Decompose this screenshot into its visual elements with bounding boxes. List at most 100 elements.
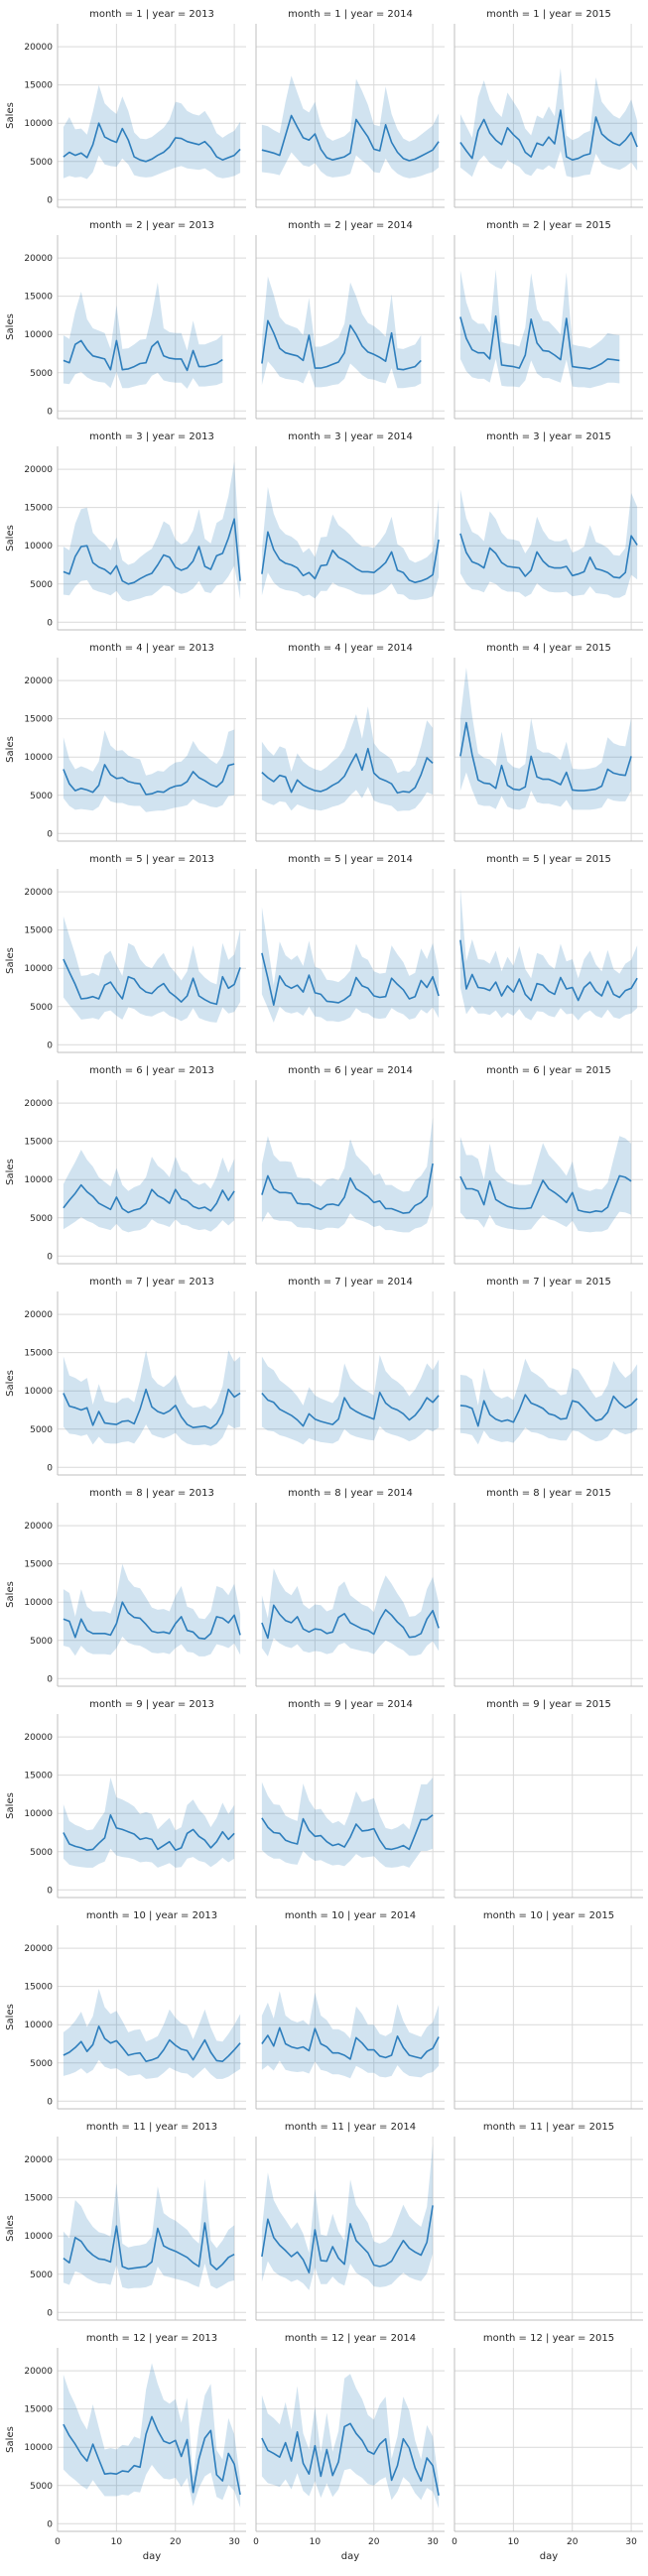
confidence-band bbox=[459, 489, 638, 598]
y-tick-label: 5000 bbox=[30, 369, 53, 379]
sales-line bbox=[261, 2026, 440, 2060]
y-tick-label: 20000 bbox=[24, 676, 53, 686]
panel-title: month = 11 | year = 2015 bbox=[483, 2122, 614, 2133]
panel-title: month = 5 | year = 2014 bbox=[288, 854, 413, 865]
x-tick-label: 30 bbox=[228, 2537, 240, 2547]
y-axis-label: Sales bbox=[5, 1581, 16, 1608]
sales-line bbox=[63, 2025, 241, 2062]
x-tick-label: 10 bbox=[310, 2537, 322, 2547]
y-axis-label: Sales bbox=[5, 947, 16, 974]
sales-line bbox=[261, 1163, 434, 1214]
panel-title: month = 9 | year = 2013 bbox=[89, 1699, 214, 1710]
sales-line bbox=[63, 1601, 241, 1640]
sales-line bbox=[261, 1604, 440, 1640]
confidence-band bbox=[261, 2144, 434, 2290]
y-tick-label: 15000 bbox=[24, 715, 53, 725]
panel-title: month = 3 | year = 2013 bbox=[89, 431, 214, 442]
panel-title: month = 5 | year = 2013 bbox=[89, 854, 214, 865]
facet-panel: month = 2 | year = 2015 bbox=[454, 220, 643, 420]
y-tick-label: 5000 bbox=[30, 580, 53, 590]
x-tick-label: 20 bbox=[170, 2537, 182, 2547]
facet-panel: month = 8 | year = 2014 bbox=[255, 1488, 445, 1687]
sales-line bbox=[261, 952, 440, 1007]
sales-line bbox=[261, 1392, 440, 1427]
facet-panel: month = 12 | year = 2015 0 10 20 30 day bbox=[452, 2333, 643, 2562]
y-tick-label: 20000 bbox=[24, 2367, 53, 2377]
y-tick-label: 15000 bbox=[24, 2194, 53, 2204]
sales-line bbox=[261, 531, 440, 584]
panel-title: month = 4 | year = 2014 bbox=[288, 643, 413, 654]
y-tick-label: 5000 bbox=[30, 1848, 53, 1858]
sales-line bbox=[63, 958, 241, 1006]
y-tick-label: 5000 bbox=[30, 1637, 53, 1647]
facet-panel: month = 9 | year = 2013 0 5000 10000 15000 20… bbox=[5, 1699, 246, 1899]
panel-title: month = 3 | year = 2014 bbox=[288, 431, 413, 442]
facet-panel: month = 10 | year = 2014 bbox=[255, 1910, 445, 2110]
panel-title: month = 7 | year = 2014 bbox=[288, 1277, 413, 1288]
y-axis-label: Sales bbox=[5, 525, 16, 552]
x-tick-label: 30 bbox=[427, 2537, 439, 2547]
facet-panel: month = 2 | year = 2013 0 5000 10000 15000 20… bbox=[5, 220, 246, 420]
sales-line bbox=[459, 1394, 638, 1427]
facet-panel: month = 4 | year = 2013 0 5000 10000 15000 20… bbox=[5, 643, 246, 842]
sales-line bbox=[261, 1814, 434, 1851]
confidence-band bbox=[261, 276, 422, 389]
panel-title: month = 2 | year = 2013 bbox=[89, 220, 214, 231]
facet-panel: month = 12 | year = 2014 0 10 20 30 day bbox=[253, 2333, 445, 2562]
facet-panel: month = 7 | year = 2013 0 5000 10000 15000 20… bbox=[5, 1277, 246, 1476]
sales-line bbox=[261, 319, 422, 371]
facet-panel: month = 1 | year = 2015 bbox=[454, 9, 643, 208]
panel-title: month = 6 | year = 2013 bbox=[89, 1065, 214, 1076]
y-tick-label: 10000 bbox=[24, 330, 53, 340]
y-tick-label: 0 bbox=[47, 829, 53, 839]
y-tick-label: 5000 bbox=[30, 1425, 53, 1435]
confidence-band bbox=[459, 888, 638, 1021]
y-tick-label: 0 bbox=[47, 1674, 53, 1684]
sales-line bbox=[459, 533, 638, 579]
facet-panel: month = 11 | year = 2015 bbox=[454, 2122, 643, 2321]
y-tick-label: 10000 bbox=[24, 542, 53, 552]
x-tick-label: 0 bbox=[55, 2537, 61, 2547]
confidence-band bbox=[63, 1778, 235, 1868]
panel-title: month = 4 | year = 2013 bbox=[89, 643, 214, 654]
sales-line bbox=[63, 339, 223, 372]
y-tick-label: 20000 bbox=[24, 43, 53, 53]
panel-title: month = 8 | year = 2013 bbox=[89, 1488, 214, 1499]
facet-panel: month = 8 | year = 2015 bbox=[454, 1488, 643, 1687]
panel-title: month = 12 | year = 2015 bbox=[483, 2333, 614, 2344]
panel-title: month = 11 | year = 2014 bbox=[285, 2122, 416, 2133]
panel-title: month = 7 | year = 2015 bbox=[486, 1277, 611, 1288]
y-tick-label: 5000 bbox=[30, 2270, 53, 2280]
y-tick-label: 5000 bbox=[30, 1003, 53, 1013]
facet-panel: month = 5 | year = 2013 0 5000 10000 15000 20… bbox=[5, 854, 246, 1053]
y-tick-label: 20000 bbox=[24, 465, 53, 475]
y-tick-label: 15000 bbox=[24, 2405, 53, 2415]
y-tick-label: 20000 bbox=[24, 254, 53, 264]
y-tick-label: 20000 bbox=[24, 888, 53, 898]
y-tick-label: 20000 bbox=[24, 1310, 53, 1320]
confidence-band bbox=[459, 67, 638, 178]
y-tick-label: 15000 bbox=[24, 926, 53, 936]
y-tick-label: 10000 bbox=[24, 2021, 53, 2030]
y-axis-label: Sales bbox=[5, 2004, 16, 2030]
y-tick-label: 5000 bbox=[30, 2482, 53, 2492]
sales-line bbox=[261, 2205, 434, 2273]
sales-line bbox=[63, 2415, 241, 2496]
y-axis-label: Sales bbox=[5, 313, 16, 340]
confidence-band bbox=[261, 486, 440, 600]
y-tick-label: 15000 bbox=[24, 1349, 53, 1359]
confidence-band bbox=[63, 84, 241, 180]
facet-panel: month = 9 | year = 2015 bbox=[454, 1699, 643, 1899]
confidence-band bbox=[261, 2374, 440, 2509]
facet-panel: month = 9 | year = 2014 bbox=[255, 1699, 445, 1899]
sales-line bbox=[63, 518, 241, 585]
confidence-band bbox=[459, 668, 632, 810]
y-axis-label: Sales bbox=[5, 102, 16, 129]
y-tick-label: 15000 bbox=[24, 293, 53, 303]
sales-line bbox=[63, 122, 241, 163]
confidence-band bbox=[63, 1989, 241, 2079]
y-tick-label: 20000 bbox=[24, 2155, 53, 2165]
panel-title: month = 12 | year = 2013 bbox=[86, 2333, 217, 2344]
y-tick-label: 10000 bbox=[24, 1809, 53, 1819]
y-tick-label: 0 bbox=[47, 2519, 53, 2529]
